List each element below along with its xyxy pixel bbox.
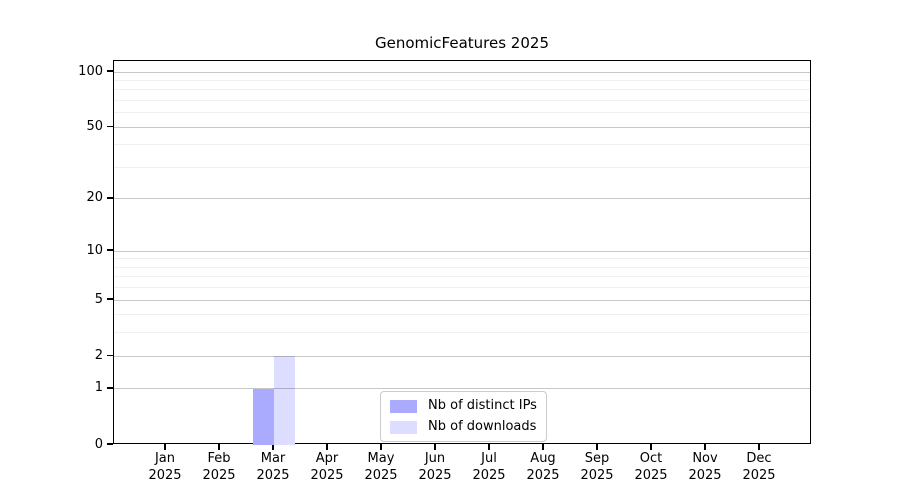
x-tick-label: Sep 2025 — [580, 450, 613, 484]
minor-gridline — [114, 332, 810, 334]
legend-swatch-downloads — [390, 420, 417, 434]
x-tick-year: 2025 — [742, 468, 776, 483]
bar-downloads — [274, 356, 295, 445]
y-tick-mark — [107, 443, 113, 445]
minor-gridline — [114, 166, 810, 168]
x-tick-month: Feb — [207, 451, 231, 466]
major-gridline — [114, 355, 810, 357]
bar-distinct-ips — [253, 388, 274, 445]
x-tick-year: 2025 — [634, 468, 668, 483]
minor-gridline — [114, 99, 810, 101]
minor-gridline — [114, 144, 810, 146]
legend-label-downloads: Nb of downloads — [428, 419, 537, 434]
minor-gridline — [114, 112, 810, 114]
major-gridline — [114, 299, 810, 301]
y-tick-label: 0 — [94, 436, 103, 452]
y-tick-mark — [107, 387, 113, 389]
x-tick-mark — [542, 444, 544, 450]
x-tick-label: Apr 2025 — [310, 450, 343, 484]
x-tick-mark — [758, 444, 760, 450]
y-tick-mark — [107, 70, 113, 72]
legend-entry-downloads: Nb of downloads — [390, 420, 537, 434]
x-tick-year: 2025 — [148, 468, 182, 483]
minor-gridline — [114, 314, 810, 316]
y-tick-label: 20 — [86, 190, 103, 206]
x-tick-month: Apr — [315, 451, 339, 466]
x-tick-label: Jul 2025 — [472, 450, 505, 484]
x-tick-month: Mar — [260, 451, 286, 466]
y-tick-mark — [107, 125, 113, 127]
major-gridline — [114, 71, 810, 73]
x-tick-year: 2025 — [364, 468, 398, 483]
x-tick-month: May — [367, 451, 395, 466]
x-tick-label: May 2025 — [364, 450, 397, 484]
x-tick-mark — [488, 444, 490, 450]
x-tick-mark — [326, 444, 328, 450]
major-gridline — [114, 198, 810, 200]
y-tick-mark — [107, 249, 113, 251]
x-tick-month: Sep — [584, 451, 610, 466]
x-tick-mark — [704, 444, 706, 450]
legend-label-distinct-ips: Nb of distinct IPs — [428, 398, 537, 413]
chart-title: GenomicFeatures 2025 — [374, 34, 549, 52]
x-tick-mark — [650, 444, 652, 450]
x-tick-mark — [434, 444, 436, 450]
y-tick-mark — [107, 298, 113, 300]
x-tick-month: Nov — [692, 451, 718, 466]
x-tick-month: Oct — [639, 451, 663, 466]
x-tick-label: Dec 2025 — [742, 450, 775, 484]
minor-gridline — [114, 266, 810, 268]
y-tick-label: 1 — [94, 380, 103, 396]
x-tick-month: Dec — [746, 451, 772, 466]
x-tick-mark — [164, 444, 166, 450]
major-gridline — [114, 388, 810, 390]
minor-gridline — [114, 287, 810, 289]
minor-gridline — [114, 79, 810, 81]
y-tick-label: 5 — [94, 291, 103, 307]
major-gridline — [114, 126, 810, 128]
legend: Nb of distinct IPs Nb of downloads — [380, 391, 547, 442]
major-gridline — [114, 250, 810, 252]
x-tick-label: Nov 2025 — [688, 450, 721, 484]
minor-gridline — [114, 276, 810, 278]
x-tick-label: Mar 2025 — [256, 450, 289, 484]
x-tick-mark — [596, 444, 598, 450]
x-tick-label: Jun 2025 — [418, 450, 451, 484]
x-tick-year: 2025 — [472, 468, 506, 483]
minor-gridline — [114, 89, 810, 91]
x-tick-mark — [218, 444, 220, 450]
x-tick-year: 2025 — [310, 468, 344, 483]
x-tick-mark — [272, 444, 274, 450]
x-tick-label: Jan 2025 — [148, 450, 181, 484]
x-tick-month: Jan — [154, 451, 176, 466]
x-tick-label: Feb 2025 — [202, 450, 235, 484]
x-tick-mark — [380, 444, 382, 450]
x-tick-year: 2025 — [418, 468, 452, 483]
y-tick-mark — [107, 354, 113, 356]
x-tick-label: Aug 2025 — [526, 450, 559, 484]
x-tick-year: 2025 — [688, 468, 722, 483]
y-tick-label: 100 — [78, 63, 103, 79]
legend-entry-distinct-ips: Nb of distinct IPs — [390, 399, 537, 413]
y-tick-label: 10 — [86, 242, 103, 258]
x-tick-month: Jul — [481, 451, 497, 466]
x-tick-year: 2025 — [256, 468, 290, 483]
x-tick-label: Oct 2025 — [634, 450, 667, 484]
x-tick-year: 2025 — [202, 468, 236, 483]
legend-swatch-distinct-ips — [390, 399, 417, 413]
y-tick-label: 2 — [94, 347, 103, 363]
x-tick-month: Jun — [424, 451, 446, 466]
x-tick-month: Aug — [530, 451, 556, 466]
x-tick-year: 2025 — [580, 468, 614, 483]
plot-area: Nb of distinct IPs Nb of downloads — [113, 60, 811, 445]
minor-gridline — [114, 258, 810, 260]
x-tick-year: 2025 — [526, 468, 560, 483]
y-tick-label: 50 — [86, 118, 103, 134]
y-tick-mark — [107, 197, 113, 199]
